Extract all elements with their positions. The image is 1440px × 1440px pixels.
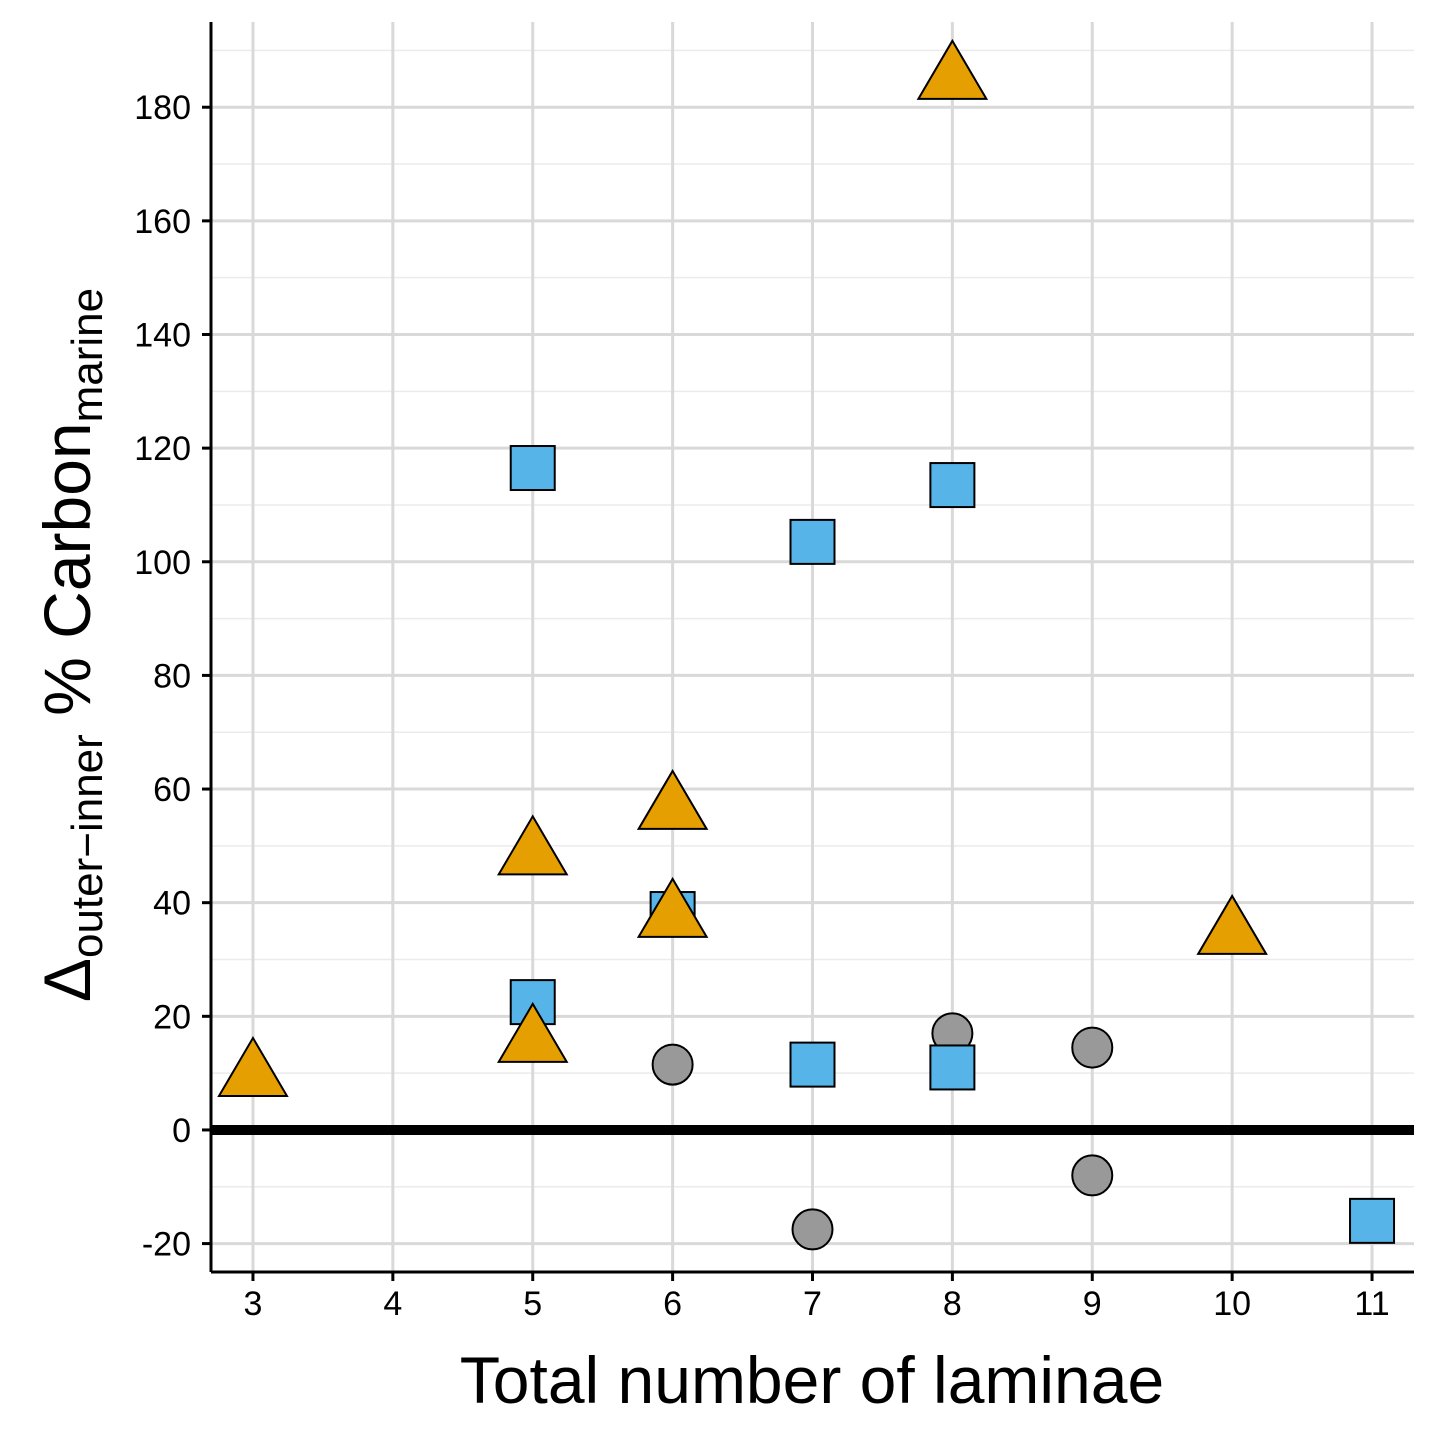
x-tick-label: 4 (383, 1285, 402, 1323)
triangle-point (916, 38, 989, 100)
y-tick-label: 0 (172, 1112, 191, 1150)
y-tick-label: -20 (142, 1226, 191, 1264)
circle-point (791, 1208, 834, 1251)
x-tick-label: 10 (1213, 1285, 1251, 1323)
square-point (789, 1041, 836, 1088)
y-tick-label: 20 (153, 998, 191, 1036)
x-tick-label: 9 (1083, 1285, 1102, 1323)
circle-point (651, 1043, 694, 1086)
square-point (929, 462, 976, 509)
x-tick-label: 5 (523, 1285, 542, 1323)
y-tick-label: 140 (134, 317, 191, 355)
y-axis-title: Δouter−inner % Carbonmarine (30, 288, 112, 1002)
square-point (509, 445, 556, 492)
y-tick-label: 180 (134, 89, 191, 127)
y-axis-title-delta-subscript: outer−inner (63, 734, 112, 958)
triangle-point (1196, 893, 1268, 955)
x-tick-label: 8 (943, 1285, 962, 1323)
y-tick-label: 40 (153, 885, 191, 923)
x-tick-label: 3 (244, 1285, 263, 1323)
circle-point (1071, 1026, 1114, 1069)
x-tick-label: 11 (1354, 1285, 1389, 1323)
data-points (217, 38, 1396, 1251)
y-tick-label: 120 (134, 430, 191, 468)
x-axis-ticks: 3 4 5 6 7 8 9 10 11 (244, 1272, 1390, 1323)
y-axis-title-delta: Δ (30, 958, 104, 1002)
y-axis-title-main-subscript: marine (63, 288, 112, 423)
triangle-point (636, 768, 709, 830)
square-point (789, 518, 836, 565)
triangle-point (636, 876, 709, 938)
x-tick-label: 6 (663, 1285, 682, 1323)
square-point (1349, 1197, 1396, 1244)
y-axis-ticks: -20 0 20 40 60 80 100 120 140 160 180 (134, 89, 211, 1264)
square-point (929, 1044, 976, 1091)
y-axis-title-main: % Carbon (30, 422, 104, 734)
y-tick-label: 60 (153, 771, 191, 809)
x-tick-label: 7 (803, 1285, 822, 1323)
triangle-point (217, 1035, 289, 1097)
y-tick-label: 100 (134, 544, 191, 582)
y-tick-label: 80 (153, 657, 191, 695)
triangle-point (496, 1001, 569, 1063)
y-tick-label: 160 (134, 203, 191, 241)
circle-point (1071, 1154, 1114, 1197)
triangle-point (496, 814, 569, 876)
x-axis-title: Total number of laminae (460, 1343, 1164, 1417)
